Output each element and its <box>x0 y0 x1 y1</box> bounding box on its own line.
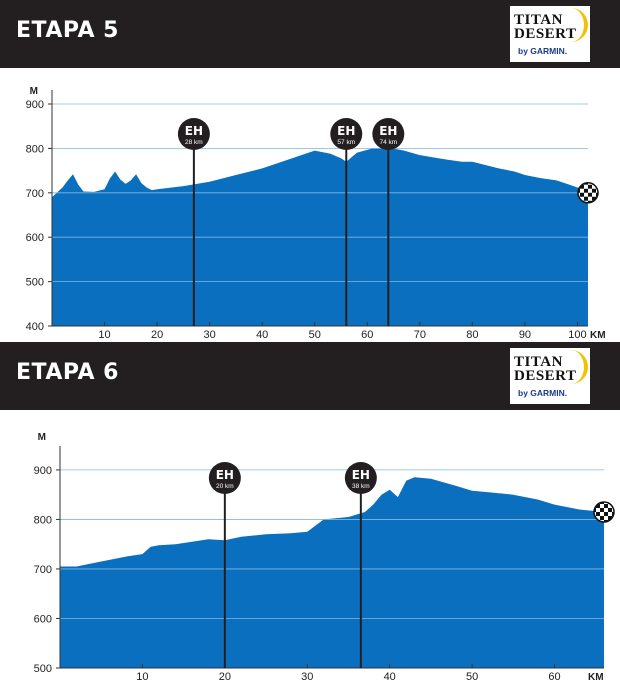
stage5-banner: ETAPA 5 TITAN DESERT by GARMIN. <box>0 0 620 68</box>
marker-circle <box>177 118 210 150</box>
x-tick-label: 60 <box>548 671 560 683</box>
y-tick-label: 400 <box>26 321 44 333</box>
anniversary-ring <box>562 8 588 42</box>
x-tick-label: 60 <box>361 329 373 341</box>
stage5-title: ETAPA 5 <box>16 18 119 43</box>
x-tick-label: 70 <box>414 329 426 341</box>
x-axis-label: KM <box>588 672 604 683</box>
stage6-title: ETAPA 6 <box>16 360 119 385</box>
y-tick-label: 900 <box>26 99 44 111</box>
elevation-area <box>52 147 588 326</box>
x-tick-label: 20 <box>219 671 231 683</box>
marker-distance: 38 km <box>352 483 370 490</box>
elevation-area <box>60 477 604 668</box>
marker-label: EH <box>216 468 234 482</box>
x-tick-label: 30 <box>301 671 313 683</box>
x-tick-label: 50 <box>466 671 478 683</box>
marker-distance: 20 km <box>216 483 234 490</box>
y-tick-label: 700 <box>34 564 52 576</box>
x-tick-label: 20 <box>151 329 163 341</box>
y-tick-label: 700 <box>26 188 44 200</box>
x-tick-label: 40 <box>256 329 268 341</box>
y-tick-label: 600 <box>34 613 52 625</box>
logo-sponsor: by GARMIN. <box>518 388 568 398</box>
x-tick-label: 100 <box>568 329 586 341</box>
x-axis-label: KM <box>590 330 606 341</box>
y-tick-label: 500 <box>34 663 52 675</box>
x-tick-label: 10 <box>98 329 110 341</box>
logo-line1: TITAN <box>514 12 563 28</box>
titan-desert-logo: TITAN DESERT by GARMIN. <box>510 6 590 62</box>
y-tick-label: 900 <box>34 465 52 477</box>
marker-circle <box>330 118 363 150</box>
y-tick-label: 600 <box>26 232 44 244</box>
stage6-banner: ETAPA 6 TITAN DESERT by GARMIN. <box>0 342 620 410</box>
marker-label: EH <box>379 124 397 138</box>
titan-desert-logo: TITAN DESERT by GARMIN. <box>510 348 590 404</box>
marker-label: EH <box>337 124 355 138</box>
anniversary-ring <box>562 350 588 384</box>
x-tick-label: 80 <box>466 329 478 341</box>
x-tick-label: 40 <box>384 671 396 683</box>
x-tick-label: 50 <box>309 329 321 341</box>
marker-circle <box>344 462 377 494</box>
y-tick-label: 800 <box>34 514 52 526</box>
marker-distance: 28 km <box>185 139 203 146</box>
marker-label: EH <box>185 124 203 138</box>
y-axis-label: M <box>38 432 46 443</box>
marker-label: EH <box>352 468 370 482</box>
y-axis-label: M <box>30 86 38 97</box>
logo-line1: TITAN <box>514 354 563 370</box>
marker-circle <box>208 462 241 494</box>
marker-distance: 74 km <box>379 139 397 146</box>
marker-distance: 57 km <box>337 139 355 146</box>
logo-line2: DESERT <box>514 368 577 384</box>
logo-line2: DESERT <box>514 26 577 42</box>
x-tick-label: 90 <box>519 329 531 341</box>
stage5-elevation-chart: 400 500 600 700 800 900 M 10 20 30 40 50 60 70 80 90 100… <box>26 86 606 341</box>
marker-circle <box>372 118 405 150</box>
x-tick-label: 30 <box>204 329 216 341</box>
x-tick-label: 10 <box>136 671 148 683</box>
logo-sponsor: by GARMIN. <box>518 46 568 56</box>
y-tick-label: 800 <box>26 143 44 155</box>
y-tick-label: 500 <box>26 277 44 289</box>
